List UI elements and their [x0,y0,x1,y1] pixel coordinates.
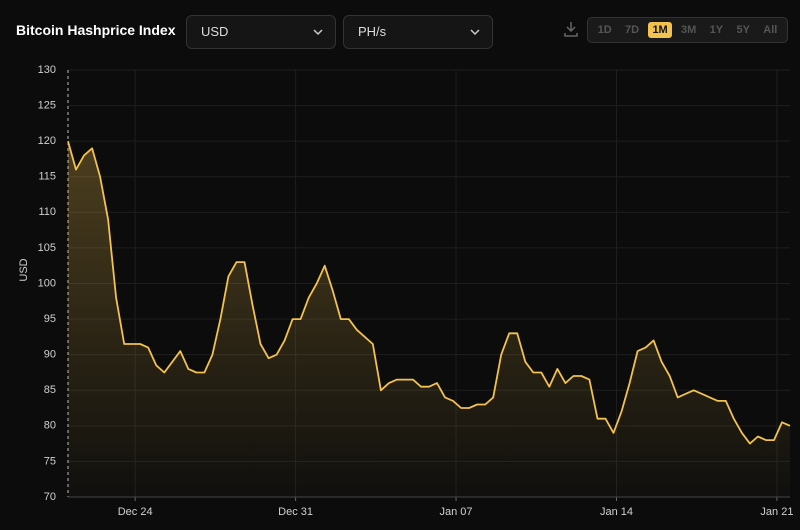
range-button[interactable]: 5Y [736,24,750,36]
currency-value: USD [201,24,229,39]
y-tick-label: 115 [38,171,56,183]
range-button[interactable]: All [763,24,778,36]
range-button[interactable]: 1Y [709,24,724,36]
range-button[interactable]: 3M [681,24,697,36]
unit-dropdown[interactable]: PH/s [343,15,493,49]
y-tick-label: 100 [38,277,56,289]
chevron [313,29,323,36]
y-tick-label: 125 [38,99,56,111]
chevron [470,29,480,36]
range-button[interactable]: 1D [597,24,612,36]
page-title: Bitcoin Hashprice Index [16,22,176,38]
y-tick-label: 90 [44,349,56,361]
y-tick-label: 105 [38,242,56,254]
y-tick-label: 70 [44,491,56,503]
y-tick-label: 85 [44,384,56,396]
range-selector: 1D 7D 1M 3M 1Y 5Y All [587,17,788,43]
x-tick-label: Jan 07 [440,506,473,518]
line [67,140,791,445]
unit-value: PH/s [358,24,387,39]
range-button[interactable]: 7D [625,24,640,36]
x-tick-label: Dec 31 [278,506,313,518]
y-tick-label: 95 [44,313,56,325]
y-tick-label: 130 [38,64,56,76]
x-tick-label: Dec 24 [118,506,153,518]
download-button[interactable] [562,20,580,38]
area [68,141,790,497]
y-tick-label: 120 [38,135,56,147]
range-button[interactable]: 1M [648,22,672,38]
y-tick-label: 80 [44,420,56,432]
y-axis-label: USD [18,258,30,281]
x-tick-label: Jan 14 [600,506,633,518]
y-tick-label: 110 [38,206,56,218]
currency-dropdown[interactable]: USD [186,15,336,49]
x-tick-label: Jan 21 [760,506,793,518]
y-tick-label: 75 [44,455,56,467]
